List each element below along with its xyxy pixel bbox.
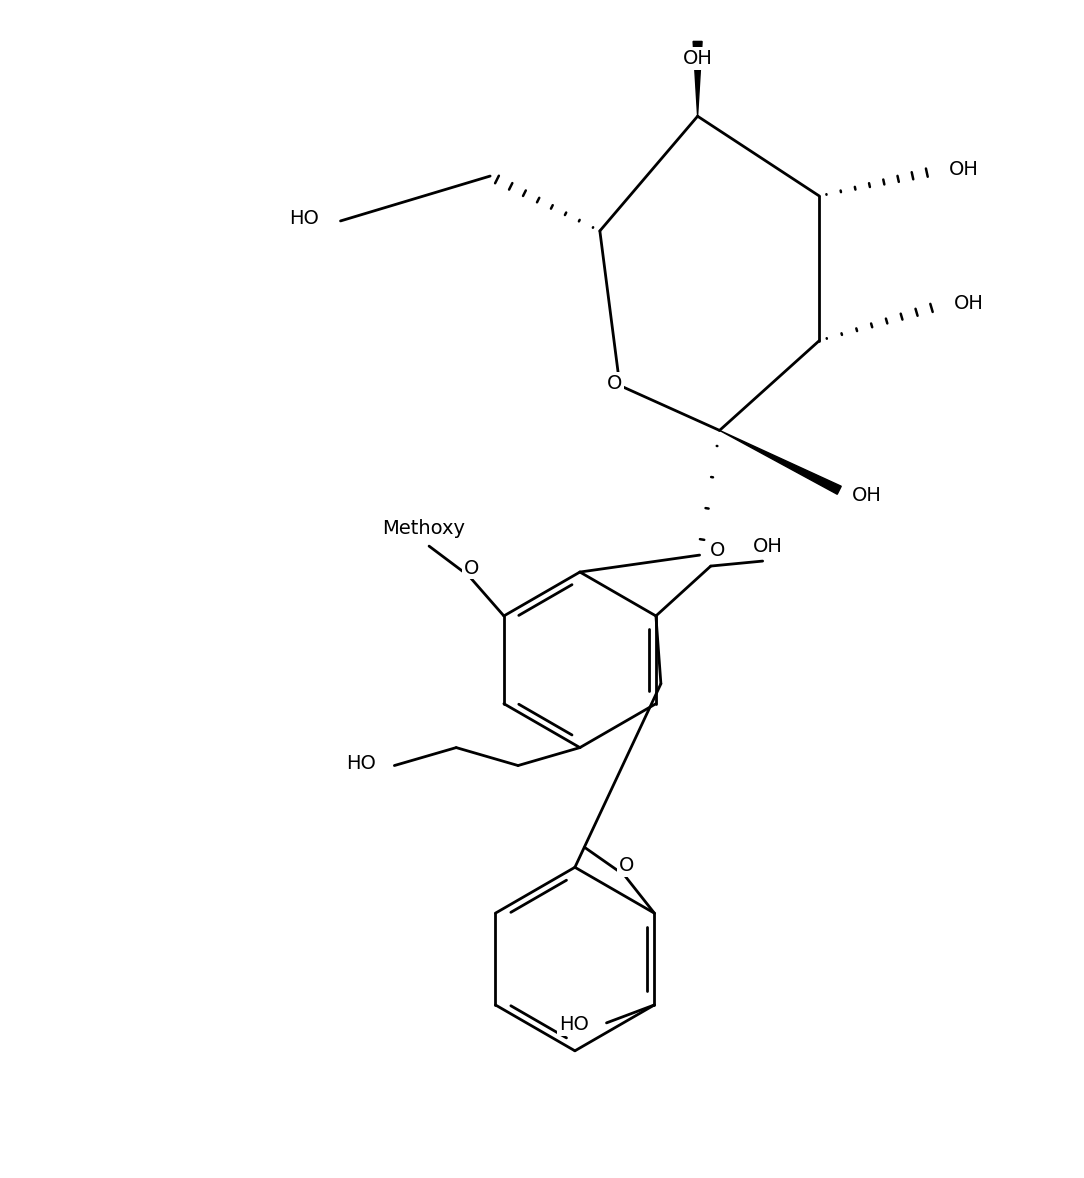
Text: OH: OH <box>683 48 712 68</box>
Text: OH: OH <box>948 159 979 179</box>
Text: OH: OH <box>852 485 882 504</box>
Text: Methoxy: Methoxy <box>383 518 466 537</box>
Text: OH: OH <box>954 294 984 313</box>
Text: O: O <box>619 855 634 875</box>
Text: O: O <box>464 558 479 577</box>
Polygon shape <box>720 430 841 495</box>
Text: HO: HO <box>347 754 376 773</box>
Text: HO: HO <box>558 1015 589 1034</box>
Polygon shape <box>693 41 702 117</box>
Text: O: O <box>607 375 622 393</box>
Text: HO: HO <box>288 210 319 229</box>
Text: OH: OH <box>752 537 783 556</box>
Text: O: O <box>710 541 725 560</box>
